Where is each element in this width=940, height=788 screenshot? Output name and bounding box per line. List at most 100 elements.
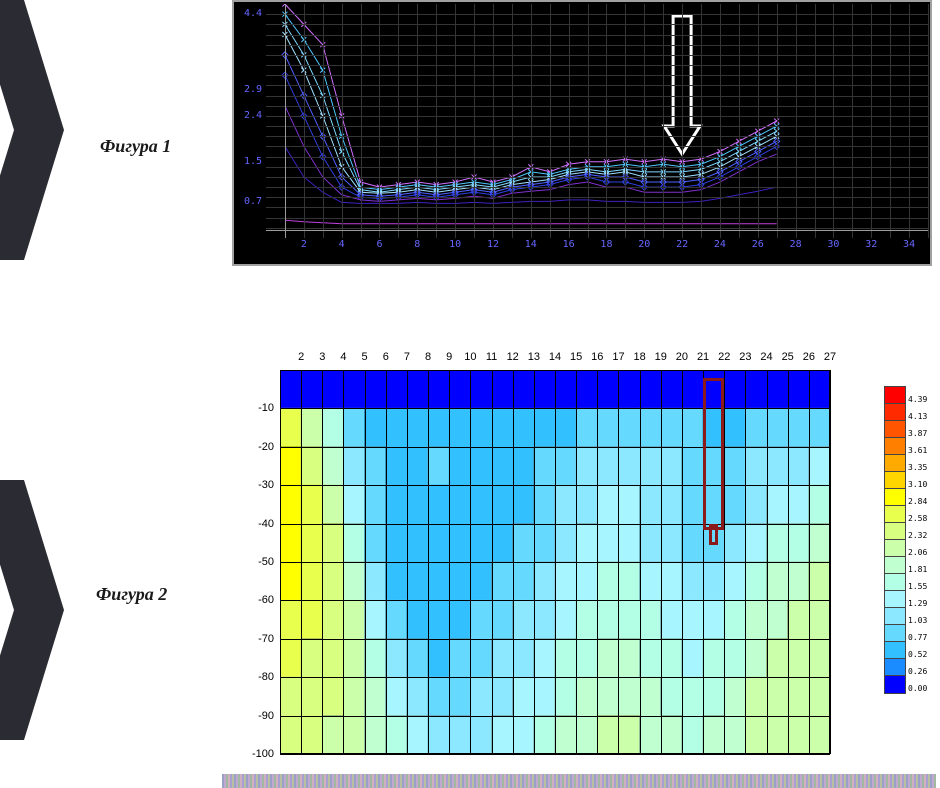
grid-h <box>280 716 830 717</box>
grid-h <box>280 485 830 486</box>
grid-h <box>266 55 928 56</box>
grid-v <box>342 4 343 238</box>
grid-h <box>266 228 928 229</box>
grid-v <box>739 4 740 238</box>
grid-h <box>266 45 928 46</box>
figure1-ytick: 0.7 <box>236 197 262 207</box>
figure2-xtick: 16 <box>587 352 607 363</box>
figure1-xtick: 30 <box>825 240 841 250</box>
figure1-ytick: 2.9 <box>236 85 262 95</box>
figure1-xtick: 12 <box>485 240 501 250</box>
grid-v <box>777 4 778 238</box>
grid-v <box>493 4 494 238</box>
grid-h <box>266 106 928 107</box>
grid-v <box>531 4 532 238</box>
grid-h <box>266 116 928 117</box>
figure1-xtick: 22 <box>674 240 690 250</box>
grid-v <box>606 4 607 238</box>
decorative-arrow-top <box>0 0 64 260</box>
grid-v <box>871 4 872 238</box>
figure1-xtick: 2 <box>296 240 312 250</box>
grid-h <box>280 562 830 563</box>
grid-v <box>682 4 683 238</box>
figure2-chart: 4.394.133.873.613.353.102.842.582.322.06… <box>232 346 892 762</box>
decorative-arrow-bottom <box>0 480 64 740</box>
figure2-ytick: -20 <box>234 442 274 453</box>
grid-v <box>417 4 418 238</box>
grid-h <box>266 14 928 15</box>
grid-h <box>266 75 928 76</box>
figure2-xtick: 2 <box>291 352 311 363</box>
figure2-ytick: -60 <box>234 595 274 606</box>
figure1-ytick: 4.4 <box>236 9 262 19</box>
annotation-rect-inner <box>709 524 717 545</box>
figure2-xtick: 27 <box>820 352 840 363</box>
grid-v <box>815 4 816 238</box>
grid-h <box>280 677 830 678</box>
grid-v <box>720 4 721 238</box>
grid-v <box>833 4 834 238</box>
figure1-xtick: 32 <box>863 240 879 250</box>
figure2-plot <box>280 370 830 754</box>
annotation-rect <box>703 378 724 530</box>
grid-v <box>830 370 831 754</box>
noise-bar <box>222 774 936 788</box>
grid-h <box>266 65 928 66</box>
figure2-xtick: 17 <box>608 352 628 363</box>
grid-v <box>890 4 891 238</box>
grid-h <box>266 96 928 97</box>
figure2-ytick: -90 <box>234 711 274 722</box>
grid-v <box>455 4 456 238</box>
figure2-ytick: -10 <box>234 403 274 414</box>
figure1-xtick: 20 <box>636 240 652 250</box>
grid-v <box>588 4 589 238</box>
grid-h <box>266 187 928 188</box>
grid-h <box>280 600 830 601</box>
figure1-xtick: 14 <box>523 240 539 250</box>
grid-v <box>644 4 645 238</box>
grid-v <box>323 4 324 238</box>
figure2-ytick: -100 <box>234 749 274 760</box>
grid-h <box>280 447 830 448</box>
grid-v <box>436 4 437 238</box>
figure2-colorbar: 4.394.133.873.613.353.102.842.582.322.06… <box>884 386 924 692</box>
figure1-label: Фигура 1 <box>100 136 171 157</box>
grid-h <box>280 370 830 371</box>
grid-v <box>928 4 929 238</box>
figure2-xtick: 14 <box>545 352 565 363</box>
figure2-xtick: 18 <box>630 352 650 363</box>
figure2-xtick: 21 <box>693 352 713 363</box>
figure1-xtick: 18 <box>598 240 614 250</box>
figure2-xtick: 6 <box>376 352 396 363</box>
grid-v <box>758 4 759 238</box>
figure2-xtick: 4 <box>333 352 353 363</box>
grid-h <box>266 177 928 178</box>
page: Фигура 1 Фигура 2 0.71.52.42.94.42468101… <box>0 0 940 788</box>
figure1-xtick: 8 <box>409 240 425 250</box>
grid-v <box>663 4 664 238</box>
figure1-xtick: 4 <box>334 240 350 250</box>
colorbar-swatch <box>884 675 906 694</box>
figure1-xtick: 6 <box>371 240 387 250</box>
figure2-xtick: 15 <box>566 352 586 363</box>
figure1-plot <box>266 4 928 238</box>
grid-h <box>266 85 928 86</box>
figure2-ytick: -30 <box>234 480 274 491</box>
grid-h <box>266 24 928 25</box>
grid-v <box>550 4 551 238</box>
figure2-ytick: -70 <box>234 634 274 645</box>
grid-h <box>266 126 928 127</box>
figure2-xtick: 26 <box>799 352 819 363</box>
grid-h <box>266 35 928 36</box>
figure1-chart: 0.71.52.42.94.42468101214161820222426283… <box>232 0 932 266</box>
grid-v <box>569 4 570 238</box>
figure2-xtick: 3 <box>312 352 332 363</box>
figure1-xtick: 34 <box>901 240 917 250</box>
grid-h <box>280 639 830 640</box>
figure2-xtick: 24 <box>757 352 777 363</box>
grid-h <box>266 167 928 168</box>
grid-h <box>266 136 928 137</box>
figure2-xtick: 25 <box>778 352 798 363</box>
grid-v <box>304 4 305 238</box>
grid-v <box>379 4 380 238</box>
